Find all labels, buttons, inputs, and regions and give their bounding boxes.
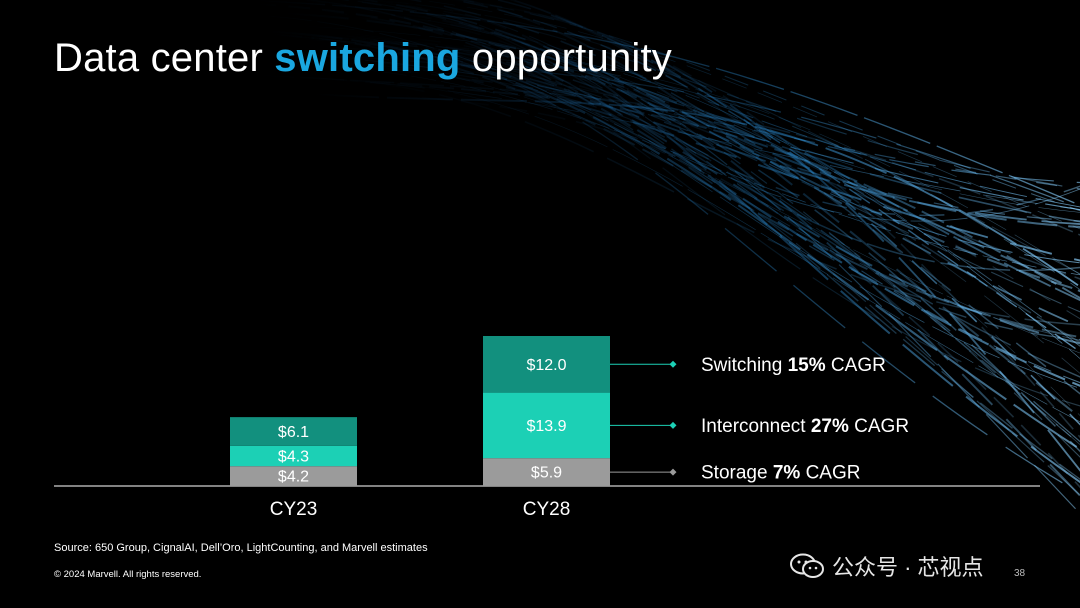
- annotation-marker: [669, 468, 677, 476]
- title-part2: opportunity: [460, 36, 672, 80]
- light-streak: [349, 66, 1080, 190]
- light-streak: [318, 60, 1080, 458]
- light-streak: [429, 42, 1080, 223]
- x-tick-label: CY23: [270, 499, 318, 520]
- light-streak: [254, 2, 1080, 292]
- light-streak: [297, 25, 1080, 359]
- source-note: Source: 650 Group, CignalAI, Dell’Oro, L…: [54, 542, 428, 554]
- bar-segment-interconnect-cy23: [230, 445, 357, 467]
- light-streak: [254, 14, 1080, 222]
- light-streak: [266, 30, 1080, 451]
- x-tick-label: CY28: [523, 499, 571, 520]
- light-streak: [281, 12, 1080, 293]
- light-streak: [404, 39, 1080, 387]
- annotation-suffix: CAGR: [826, 355, 886, 376]
- light-streak: [254, 0, 1080, 206]
- bar-segment-switching-cy23: [230, 417, 357, 446]
- light-streak: [353, 16, 1080, 345]
- light-streak: [333, 34, 1080, 494]
- light-streak: [416, 0, 1080, 230]
- light-streak: [394, 8, 1080, 272]
- annotation-marker: [669, 421, 677, 429]
- light-streak: [311, 53, 1080, 209]
- light-streak: [359, 0, 1080, 328]
- bar-segment-storage-cy23: [230, 466, 357, 486]
- wechat-icon: [790, 553, 824, 578]
- data-label: $4.3: [278, 449, 309, 466]
- annotation-suffix: CAGR: [849, 416, 909, 437]
- light-streak: [278, 52, 1080, 211]
- light-streak: [296, 0, 1080, 341]
- light-streak: [250, 74, 1080, 236]
- bar-segment-switching-cy28: [483, 336, 610, 393]
- light-streak: [347, 38, 1080, 275]
- light-streak: [383, 93, 1080, 489]
- light-streak: [415, 44, 1080, 407]
- light-streak: [347, 60, 1080, 374]
- light-streak: [350, 80, 1080, 326]
- page-title: Data center switching opportunity: [54, 36, 672, 81]
- title-highlight: switching: [274, 36, 461, 80]
- annotation-prefix: Switching: [701, 355, 788, 376]
- light-streak: [388, 15, 1080, 498]
- light-streak: [508, 0, 1080, 302]
- bar-segment-storage-cy28: [483, 458, 610, 486]
- data-label: $5.9: [531, 465, 562, 482]
- data-label: $6.1: [278, 424, 309, 441]
- annotation-prefix: Storage: [701, 463, 773, 484]
- annotation-cagr-value: 27%: [811, 416, 849, 437]
- light-streak: [458, 0, 1080, 212]
- annotation-label: Switching 15% CAGR: [701, 355, 886, 376]
- light-streak: [412, 20, 1080, 378]
- data-label: $13.9: [526, 418, 566, 435]
- light-streak: [451, 0, 1080, 439]
- light-streak: [401, 36, 1080, 184]
- annotation-suffix: CAGR: [800, 463, 860, 484]
- light-streak: [321, 65, 1080, 276]
- annotation-prefix: Interconnect: [701, 416, 811, 437]
- light-streak: [367, 0, 1080, 275]
- light-streak: [312, 93, 1080, 288]
- light-streak: [302, 0, 1080, 480]
- light-streak: [406, 49, 1080, 280]
- watermark: 公众号 · 芯视点: [790, 550, 984, 582]
- light-streak: [375, 66, 1080, 262]
- copyright-note: © 2024 Marvell. All rights reserved.: [54, 569, 202, 580]
- data-label: $12.0: [526, 357, 566, 374]
- light-streak: [348, 10, 1080, 213]
- title-part1: Data center: [54, 36, 275, 80]
- light-streak: [267, 33, 1080, 338]
- annotation-label: Interconnect 27% CAGR: [701, 416, 909, 437]
- watermark-text: 公众号 · 芯视点: [832, 555, 984, 580]
- annotation-label: Storage 7% CAGR: [701, 463, 860, 484]
- light-streak: [409, 0, 1080, 395]
- annotation-cagr-value: 15%: [788, 355, 826, 376]
- light-streak: [279, 35, 1080, 313]
- light-streak: [327, 45, 1080, 225]
- light-streak: [448, 0, 1080, 472]
- annotation-marker: [669, 360, 677, 368]
- page-number: 38: [1014, 568, 1026, 579]
- annotation-cagr-value: 7%: [773, 463, 801, 484]
- light-streak: [298, 38, 1080, 222]
- data-label: $4.2: [278, 469, 309, 486]
- bar-segment-interconnect-cy28: [483, 392, 610, 459]
- light-streak: [368, 79, 1080, 423]
